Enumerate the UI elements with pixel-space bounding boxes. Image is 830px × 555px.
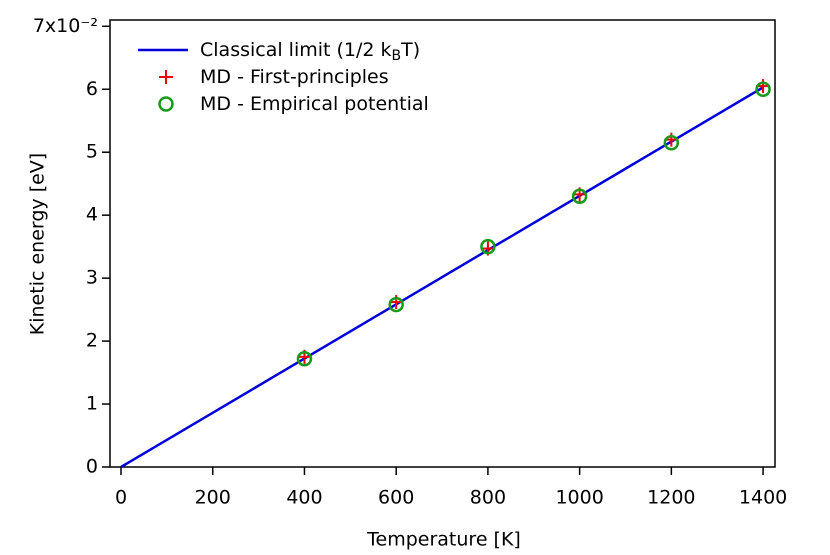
circle-marker [755, 81, 771, 98]
y-tick-label: 3 [86, 267, 98, 289]
y-tick-label: 2 [86, 330, 98, 352]
x-tick-label: 1400 [739, 487, 787, 509]
circle-marker [296, 350, 313, 367]
legend-text: Classical limit (1/2 k [200, 39, 392, 61]
legend-swatch [159, 70, 173, 84]
y-axis-label: Kinetic energy [eV] [27, 153, 49, 335]
x-tick-label: 400 [286, 487, 322, 509]
legend-text: MD - First-principles [200, 66, 389, 88]
x-tick-label: 1200 [647, 487, 695, 509]
y-tick-label: 1 [86, 393, 98, 415]
y-tick-label: 0 [86, 456, 98, 478]
x-tick-label: 1000 [555, 487, 603, 509]
legend-swatch [158, 96, 174, 112]
circle-marker [663, 135, 680, 151]
x-tick-label: 200 [195, 487, 231, 509]
circle-marker [571, 188, 588, 205]
circle-marker [480, 238, 496, 255]
y-tick-label: 5 [86, 141, 98, 163]
plot-frame [109, 19, 776, 468]
legend-subscript: B [392, 48, 402, 64]
line [120, 86, 764, 469]
x-axis-label: Temperature [K] [366, 529, 521, 551]
circle [158, 96, 174, 112]
x-tick-label: 600 [378, 487, 414, 509]
y-tick-label: 7x10⁻² [33, 15, 98, 37]
x-tick-label: 800 [470, 487, 506, 509]
legend-label: MD - Empirical potential [200, 93, 429, 115]
legend-text: T) [400, 39, 420, 61]
circle-marker [388, 296, 404, 313]
y-tick-label: 6 [86, 78, 98, 100]
y-tick-label: 4 [86, 204, 98, 226]
x-tick-label: 0 [115, 487, 127, 509]
legend-text: MD - Empirical potential [200, 93, 429, 115]
legend-label: MD - First-principles [200, 66, 389, 88]
legend-label: Classical limit (1/2 kBT) [200, 39, 420, 65]
